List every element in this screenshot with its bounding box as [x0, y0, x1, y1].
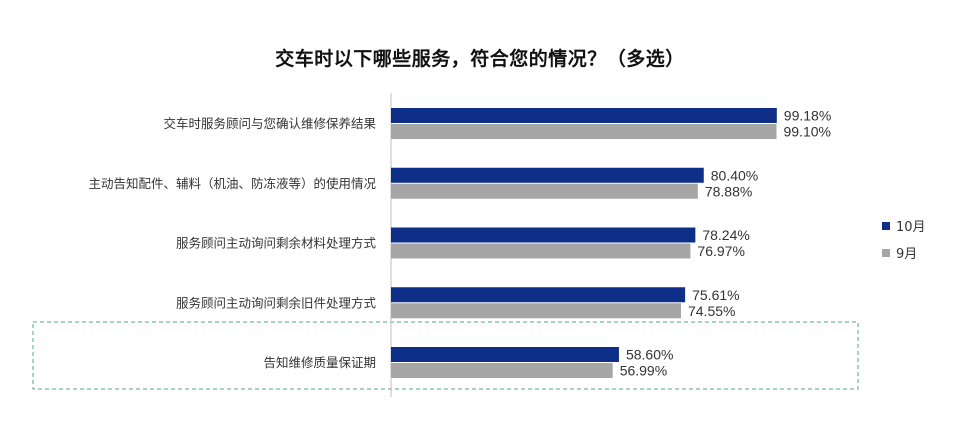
data-label: 99.18% — [784, 108, 831, 124]
legend-label: 10月 — [896, 220, 926, 235]
data-label: 76.97% — [697, 243, 744, 259]
legend-swatch — [882, 249, 890, 257]
bar-sep — [391, 303, 681, 319]
bar-sep — [391, 363, 613, 378]
bar-oct — [391, 227, 696, 243]
data-label: 74.55% — [688, 303, 735, 319]
bar-oct — [391, 167, 704, 183]
data-label: 78.24% — [702, 227, 749, 243]
bar-oct — [391, 108, 777, 123]
category-label: 服务顾问主动询问剩余旧件处理方式 — [176, 295, 377, 310]
legend-swatch — [882, 222, 890, 230]
category-label: 交车时服务顾问与您确认维修保养结果 — [163, 116, 376, 131]
data-label: 99.10% — [783, 124, 830, 140]
category-label: 主动告知配件、辅料（机油、防冻液等）的使用情况 — [88, 176, 376, 191]
legend-label: 9月 — [896, 247, 917, 262]
data-label: 75.61% — [692, 287, 739, 303]
highlight-box — [32, 321, 859, 390]
chart-title: 交车时以下哪些服务，符合您的情况？（多选） — [275, 48, 685, 70]
bar-sep — [391, 243, 691, 259]
data-label: 78.88% — [705, 183, 752, 199]
data-label: 80.40% — [711, 167, 758, 183]
bar-sep — [391, 124, 777, 139]
bar-oct — [391, 287, 686, 303]
data-label: 58.60% — [626, 347, 673, 363]
bar-sep — [391, 183, 698, 199]
bar-oct — [391, 347, 619, 362]
category-label: 告知维修质量保证期 — [263, 355, 376, 370]
category-label: 服务顾问主动询问剩余材料处理方式 — [176, 236, 377, 251]
data-label: 56.99% — [620, 363, 667, 379]
